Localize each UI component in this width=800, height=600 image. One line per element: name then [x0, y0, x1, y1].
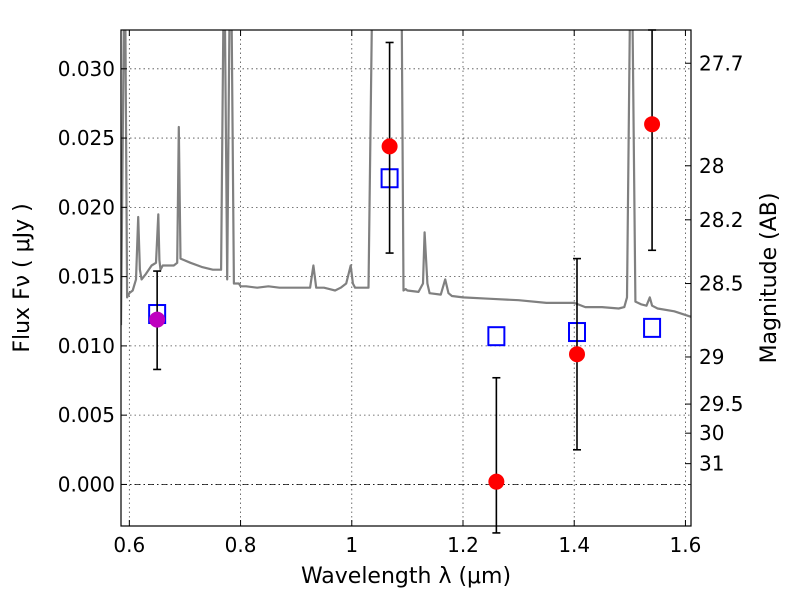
x-tick-label: 1.2	[447, 533, 479, 557]
x-tick-label: 1	[345, 533, 358, 557]
model-square-marker	[643, 317, 662, 338]
mag-tick-label: 31	[699, 452, 724, 476]
error-bars	[149, 29, 661, 534]
mag-tick-label: 28.2	[699, 208, 744, 232]
x-tick-label: 1.4	[558, 533, 590, 557]
y2-axis-label: Magnitude (AB)	[757, 193, 782, 364]
mag-tick-label: 30	[699, 421, 724, 445]
plot-frame	[120, 29, 692, 527]
flux-point-marker	[488, 473, 505, 490]
y-tick-label: 0.030	[58, 57, 115, 81]
mag-tick-label: 28.5	[699, 272, 744, 296]
mag-tick-label: 29	[699, 345, 724, 369]
x-tick-label: 0.6	[113, 533, 145, 557]
y-tick-label: 0.025	[58, 126, 115, 150]
y-axis-label: Flux Fν ( μJy )	[10, 203, 35, 352]
y-tick-label: 0.005	[58, 403, 115, 427]
mag-tick-label: 28	[699, 154, 724, 178]
x-tick-label: 1.6	[670, 533, 702, 557]
mag-tick-label: 29.5	[699, 392, 744, 416]
flux-point-marker	[149, 311, 166, 328]
x-tick-label: 0.8	[225, 533, 257, 557]
mag-tick-label: 27.7	[699, 51, 744, 75]
spectrum-line	[121, 30, 691, 326]
flux-point-marker	[381, 138, 398, 155]
flux-point-marker	[569, 346, 585, 363]
model-square-marker	[487, 326, 506, 347]
y-tick-label: 0.020	[58, 195, 115, 219]
y-tick-label: 0.010	[58, 334, 115, 358]
flux-point-marker	[644, 116, 661, 133]
y-tick-label: 0.000	[58, 472, 115, 496]
grid	[121, 30, 691, 526]
plot-area	[121, 30, 691, 347]
axis-ticks: 0.6 0.8 1 1.2 1.4 1.6 0.000 0.005 0.010 0.015 0.02…	[58, 30, 744, 557]
y-tick-label: 0.015	[58, 265, 115, 289]
x-axis-label: Wavelength λ (μm)	[301, 564, 511, 589]
